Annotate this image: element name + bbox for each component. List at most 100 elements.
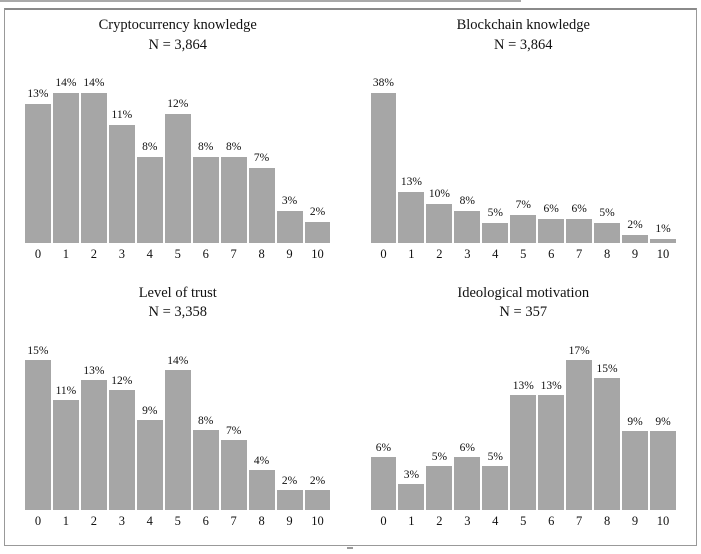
x-tick-label: 0 — [34, 246, 42, 261]
bar-column: 8% — [136, 73, 163, 243]
bar-value-label: 17% — [568, 344, 590, 357]
x-tick-label: 3 — [464, 246, 471, 261]
bar — [482, 222, 509, 243]
x-tick-label: 1 — [62, 246, 70, 261]
bar — [52, 400, 79, 511]
bar-column: 1% — [650, 73, 676, 243]
bar-column: 5% — [594, 73, 621, 243]
bar-column: 5% — [482, 340, 509, 511]
bar — [276, 490, 303, 511]
chart-subtitle: N = 3,864 — [493, 36, 553, 53]
x-tick-label: 2 — [90, 246, 97, 261]
bar — [52, 92, 79, 243]
bar-column: 8% — [192, 73, 219, 243]
x-tick-label: 7 — [576, 246, 583, 261]
x-tick-label: 5 — [174, 514, 181, 529]
bar — [304, 490, 331, 511]
x-tick-label: 5 — [520, 514, 527, 529]
x-tick-label: 0 — [34, 514, 42, 529]
x-tick-label: 6 — [202, 246, 209, 261]
x-tick-label: 8 — [603, 246, 611, 261]
bar — [108, 124, 135, 243]
chart-subtitle: N = 357 — [499, 304, 548, 321]
bar-value-label: 13% — [83, 364, 105, 377]
bar — [164, 113, 191, 243]
bar-value-label: 9% — [627, 415, 643, 428]
bar-value-label: 11% — [111, 109, 133, 122]
bar-value-label: 14% — [83, 77, 105, 90]
x-tick-label: 9 — [631, 514, 639, 529]
bar — [566, 360, 593, 511]
bar — [192, 156, 219, 243]
x-tick-label: 6 — [548, 246, 555, 261]
bar-column: 5% — [482, 73, 509, 243]
bar-column: 13% — [510, 340, 537, 511]
bar-column: 14% — [80, 73, 107, 243]
chart-title-block: Ideological motivation N = 357 — [371, 284, 677, 323]
x-tick-label: 8 — [258, 246, 265, 261]
bar-value-label: 11% — [55, 384, 77, 397]
bar-column: 6% — [538, 73, 565, 243]
x-axis-labels: 0 1 2 3 4 5 6 7 8 9 10 — [25, 514, 331, 529]
bar-value-label: 15% — [596, 362, 618, 375]
bar-column: 2% — [622, 73, 649, 243]
bar-value-label: 7% — [515, 199, 531, 212]
bar-column: 13% — [538, 340, 565, 511]
x-tick-label: 4 — [492, 514, 499, 529]
x-axis-labels: 0 1 2 3 4 5 6 7 8 9 10 — [25, 246, 331, 262]
bar-column: 38% — [370, 73, 397, 243]
chart-title: Level of trust — [138, 284, 217, 301]
x-axis-labels: 0 1 2 3 4 5 6 7 8 9 10 — [371, 246, 677, 262]
chart-cryptocurrency-knowledge: Cryptocurrency knowledge N = 3,864 1 3% 14… — [5, 10, 351, 278]
bar-column: 14% — [52, 73, 79, 243]
bar — [248, 167, 275, 243]
x-tick-label: 1 — [408, 246, 415, 261]
bar — [622, 234, 649, 243]
bar-column: 6% — [566, 73, 593, 243]
bar-column: 12% — [164, 73, 191, 243]
x-tick-label: 3 — [118, 514, 125, 529]
bar-column: 4% — [248, 340, 275, 511]
bar-value-label: 3% — [281, 195, 298, 208]
x-tick-label: 1 — [408, 514, 415, 529]
bar-column: 15% — [25, 340, 51, 511]
bar-column: 11% — [52, 340, 79, 511]
bar-column: 6% — [370, 340, 397, 511]
bar — [398, 191, 425, 243]
bar-value-label: 8% — [459, 195, 475, 208]
bar-column: 5% — [426, 340, 453, 511]
bar — [426, 466, 453, 511]
x-tick-label: 3 — [464, 514, 471, 529]
bar-column: 6% — [454, 340, 481, 511]
bar-column: 15% — [594, 340, 621, 511]
x-tick-label: 9 — [631, 246, 639, 261]
bar — [192, 430, 219, 511]
bar-value-label: 6% — [571, 203, 587, 216]
bar-value-label: 8% — [142, 141, 158, 154]
bar-column: 7% — [248, 73, 275, 243]
x-tick-label: 8 — [258, 514, 265, 529]
x-tick-label: 10 — [656, 246, 670, 261]
bar — [164, 370, 191, 511]
x-tick-label: 4 — [492, 246, 499, 261]
x-tick-label: 8 — [603, 514, 611, 529]
bar — [510, 395, 537, 511]
x-tick-label: 7 — [230, 246, 237, 261]
chart-title-block: Cryptocurrency knowledge N = 3,864 — [25, 16, 331, 55]
bar — [454, 210, 481, 243]
bar-plot: 6% 3% 5% 6% 5% 13% 13% 17% 15% 9% 9% — [370, 340, 677, 511]
bar-column: 13% — [398, 73, 425, 243]
x-tick-label: 7 — [576, 514, 583, 529]
bar — [594, 378, 621, 511]
bar-value-label: 14% — [167, 354, 189, 367]
chart-title-block: Blockchain knowledge N = 3,864 — [371, 16, 677, 55]
x-tick-label: 4 — [146, 514, 153, 529]
bar — [650, 238, 676, 243]
bar — [370, 457, 397, 511]
bar-value-label: 10% — [428, 188, 450, 201]
bar — [622, 431, 649, 511]
bar-column: 13% — [80, 340, 107, 511]
x-tick-label: 6 — [548, 514, 555, 529]
chart-title-block: Level of trust N = 3,358 — [25, 284, 331, 323]
bar — [650, 431, 676, 511]
